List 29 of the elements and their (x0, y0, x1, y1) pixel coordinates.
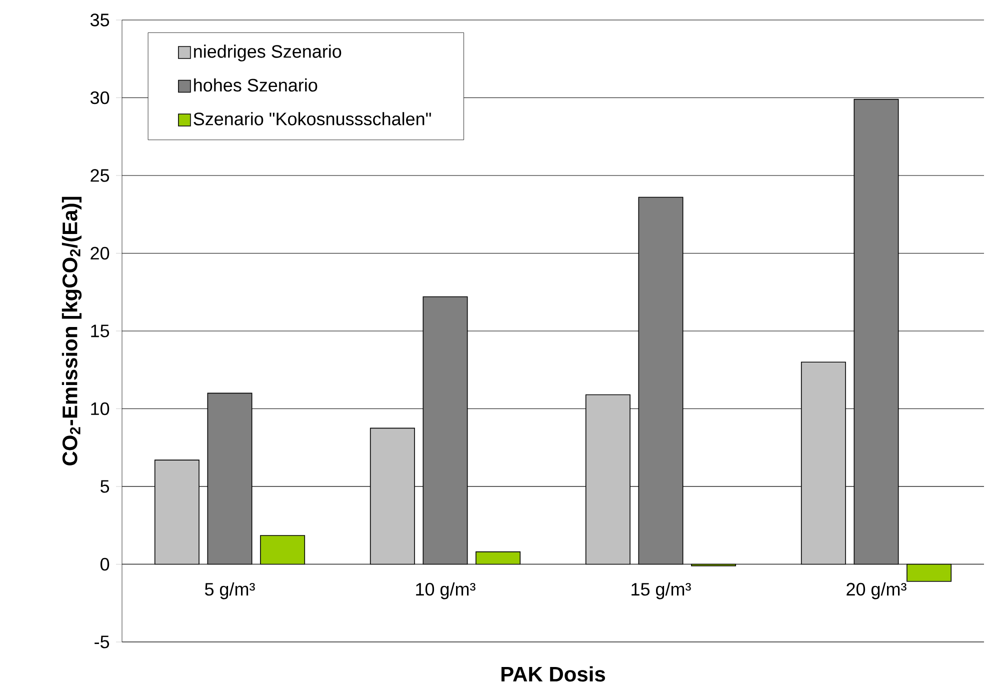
bar (800, 362, 846, 565)
bar (638, 196, 684, 565)
legend-label: niedriges Szenario (194, 44, 342, 62)
y-axis-title: CO$_{2}$-Emission [kgCO$_{2}$/(Ea)] (62, 196, 82, 466)
y-tick-label: 30 (90, 91, 110, 104)
y-tick-label: 20 (90, 246, 110, 260)
x-tick-label: 5 g/m³ (204, 582, 255, 600)
bar (154, 460, 200, 565)
bar (476, 551, 521, 565)
y-tick-label: 15 (91, 324, 110, 338)
y-tick-label: 0 (100, 558, 110, 571)
bar (585, 394, 630, 565)
bar (207, 392, 252, 565)
bar (854, 98, 899, 565)
x-tick-label: 10 g/m³ (416, 582, 476, 600)
y-tick-label: -5 (94, 636, 110, 648)
legend-label: Szenario "Kokosnussschalen" (194, 112, 431, 126)
bar (370, 428, 415, 565)
bar (260, 535, 306, 565)
y-tick-label: 35 (90, 14, 110, 26)
bar (422, 296, 468, 565)
legend-label: hohes Szenario (194, 78, 318, 92)
y-tick-label: 10 (91, 402, 110, 416)
x-tick-label: 20 g/m³ (846, 582, 906, 600)
x-axis-title: PAK Dosis (502, 666, 606, 682)
x-tick-label: 15 g/m³ (632, 582, 691, 600)
y-tick-label: 5 (100, 480, 110, 493)
bar (906, 564, 952, 582)
y-tick-label: 25 (90, 169, 110, 182)
